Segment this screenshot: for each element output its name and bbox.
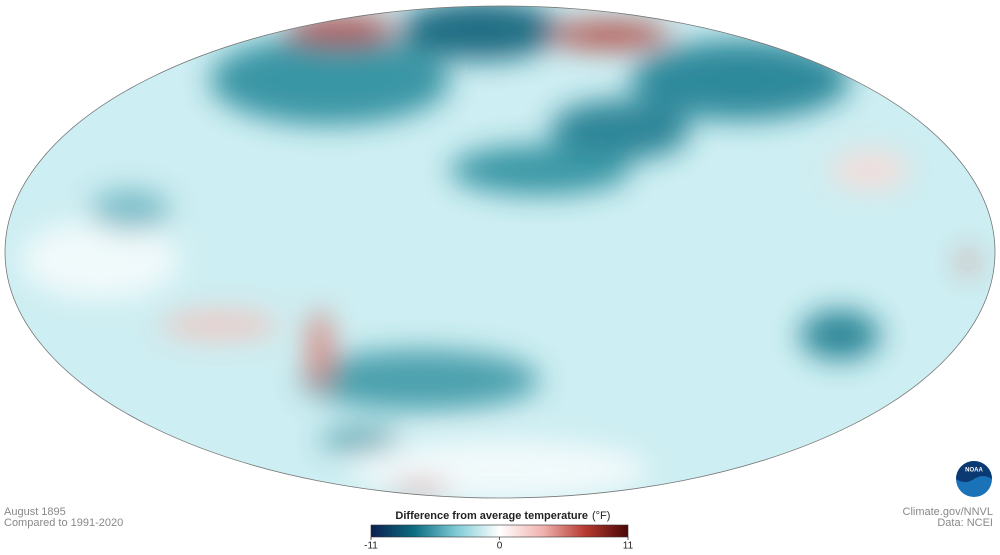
color-bar <box>370 524 629 538</box>
date-label: August 1895 <box>4 506 66 518</box>
tick-label: 0 <box>497 541 503 552</box>
source-label: Data: NCEI <box>937 517 993 529</box>
globe-outline <box>4 5 996 499</box>
baseline-label: Compared to 1991-2020 <box>4 517 123 529</box>
tick-label: -11 <box>364 541 378 552</box>
legend-title: Difference from average temperature <box>395 510 588 522</box>
logo-text: NOAA <box>965 468 983 474</box>
noaa-logo: NOAA <box>956 461 992 497</box>
tick-label: 11 <box>623 541 634 552</box>
credit-label: Climate.gov/NNVL <box>903 506 993 518</box>
anomaly-map <box>5 6 995 498</box>
legend-unit: (°F) <box>592 510 610 522</box>
